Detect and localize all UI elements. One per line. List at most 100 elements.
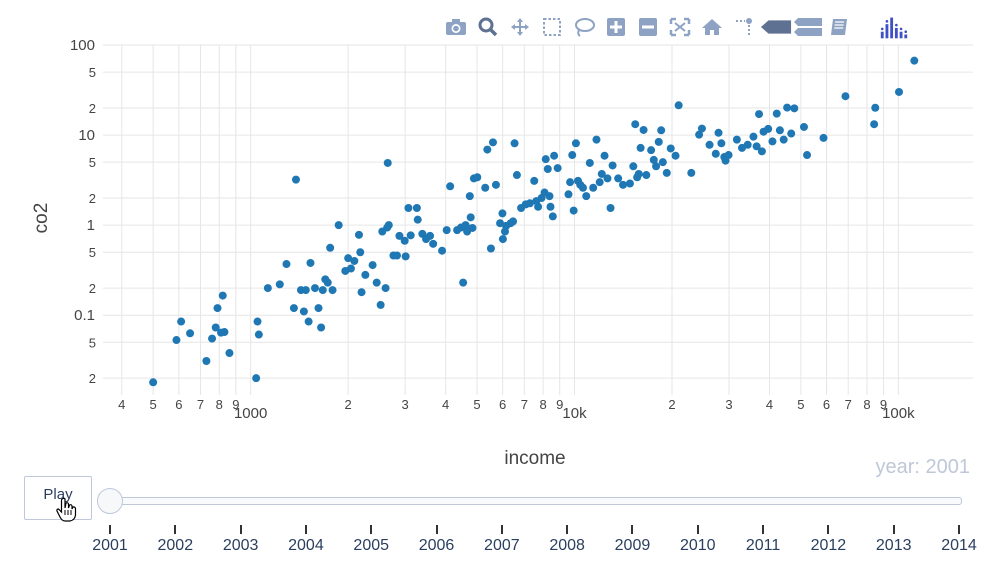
data-point[interactable] <box>510 139 519 148</box>
data-point[interactable] <box>717 139 726 148</box>
slider-step-label[interactable]: 2014 <box>941 537 977 554</box>
hover-closest-icon[interactable] <box>760 13 792 41</box>
slider-step-label[interactable]: 2005 <box>353 537 390 554</box>
data-point[interactable] <box>597 169 606 178</box>
data-point[interactable] <box>211 323 220 332</box>
data-point[interactable] <box>772 109 781 118</box>
data-point[interactable] <box>634 169 643 178</box>
slider-step-label[interactable]: 2013 <box>875 537 912 554</box>
hover-compare-icon[interactable] <box>792 13 824 41</box>
data-point[interactable] <box>662 168 671 177</box>
data-point[interactable] <box>787 129 796 138</box>
data-point[interactable] <box>465 192 474 201</box>
camera-icon[interactable] <box>440 13 472 41</box>
data-point[interactable] <box>639 125 648 134</box>
data-point[interactable] <box>569 206 578 215</box>
data-point[interactable] <box>642 171 651 180</box>
slider-step-tick[interactable] <box>109 525 111 534</box>
slider-step-label[interactable]: 2010 <box>679 537 716 554</box>
data-point[interactable] <box>404 203 413 212</box>
slider-step-tick[interactable] <box>370 525 373 534</box>
data-point[interactable] <box>768 137 777 146</box>
data-point[interactable] <box>674 101 683 110</box>
lasso-select-icon[interactable] <box>568 13 600 41</box>
edit-chart-studio-icon[interactable] <box>824 13 856 41</box>
data-point[interactable] <box>548 212 557 221</box>
slider-step-tick[interactable] <box>174 525 177 534</box>
slider-step-tick[interactable] <box>958 525 960 534</box>
data-point[interactable] <box>354 230 363 239</box>
data-point[interactable] <box>426 231 435 240</box>
data-point[interactable] <box>541 155 550 164</box>
data-point[interactable] <box>446 182 455 191</box>
slider-step-tick[interactable] <box>762 525 765 534</box>
data-point[interactable] <box>384 221 393 230</box>
data-point[interactable] <box>649 155 658 164</box>
data-point[interactable] <box>636 143 645 152</box>
data-point[interactable] <box>566 178 575 187</box>
data-point[interactable] <box>413 215 422 224</box>
toggle-spike-lines-icon[interactable] <box>728 13 760 41</box>
data-point[interactable] <box>582 192 591 201</box>
data-point[interactable] <box>755 110 764 119</box>
data-point[interactable] <box>775 126 784 135</box>
data-point[interactable] <box>545 192 554 201</box>
data-point[interactable] <box>376 300 385 309</box>
data-point[interactable] <box>254 330 263 339</box>
data-point[interactable] <box>282 260 291 269</box>
data-point[interactable] <box>301 286 310 295</box>
data-point[interactable] <box>743 140 752 149</box>
data-point[interactable] <box>213 304 222 313</box>
data-point[interactable] <box>323 278 332 287</box>
data-point[interactable] <box>291 175 300 184</box>
data-point[interactable] <box>496 219 505 228</box>
data-point[interactable] <box>752 142 761 151</box>
data-point[interactable] <box>383 158 392 167</box>
data-point[interactable] <box>671 151 680 160</box>
data-point[interactable] <box>757 147 766 156</box>
data-point[interactable] <box>530 176 539 185</box>
data-point[interactable] <box>603 174 612 183</box>
slider-step-tick[interactable] <box>696 525 699 534</box>
data-point[interactable] <box>871 103 880 112</box>
data-point[interactable] <box>629 162 638 171</box>
data-point[interactable] <box>841 92 850 101</box>
data-point[interactable] <box>461 221 470 230</box>
slider-step-tick[interactable] <box>892 525 895 534</box>
data-point[interactable] <box>202 357 211 366</box>
data-point[interactable] <box>711 149 720 158</box>
data-point[interactable] <box>724 151 733 160</box>
data-point[interactable] <box>395 231 404 240</box>
slider-step-label[interactable]: 2009 <box>614 537 651 554</box>
data-point[interactable] <box>491 180 500 189</box>
data-point[interactable] <box>657 126 666 135</box>
data-point[interactable] <box>714 128 723 137</box>
data-point[interactable] <box>783 103 792 112</box>
slider-step-tick[interactable] <box>500 525 503 534</box>
data-point[interactable] <box>275 280 284 289</box>
data-point[interactable] <box>695 130 704 139</box>
data-point[interactable] <box>218 291 227 300</box>
slider-step-label[interactable]: 2007 <box>484 537 520 554</box>
data-point[interactable] <box>550 151 559 160</box>
zoom-out-icon[interactable] <box>632 13 664 41</box>
data-point[interactable] <box>658 158 667 167</box>
data-point[interactable] <box>172 336 181 345</box>
data-point[interactable] <box>314 304 323 313</box>
slider-step-label[interactable]: 2001 <box>92 537 128 554</box>
data-point[interactable] <box>525 199 534 208</box>
zoom-icon[interactable] <box>472 13 504 41</box>
data-point[interactable] <box>350 256 359 265</box>
data-point[interactable] <box>372 278 381 287</box>
data-point[interactable] <box>614 174 623 183</box>
data-point[interactable] <box>488 138 497 147</box>
data-point[interactable] <box>310 284 319 293</box>
data-point[interactable] <box>512 171 521 180</box>
data-point[interactable] <box>749 132 758 141</box>
scatter-points[interactable] <box>149 56 919 387</box>
data-point[interactable] <box>764 124 773 133</box>
data-point[interactable] <box>412 203 421 212</box>
data-point[interactable] <box>317 323 326 332</box>
data-point[interactable] <box>344 254 353 263</box>
data-point[interactable] <box>687 168 696 177</box>
